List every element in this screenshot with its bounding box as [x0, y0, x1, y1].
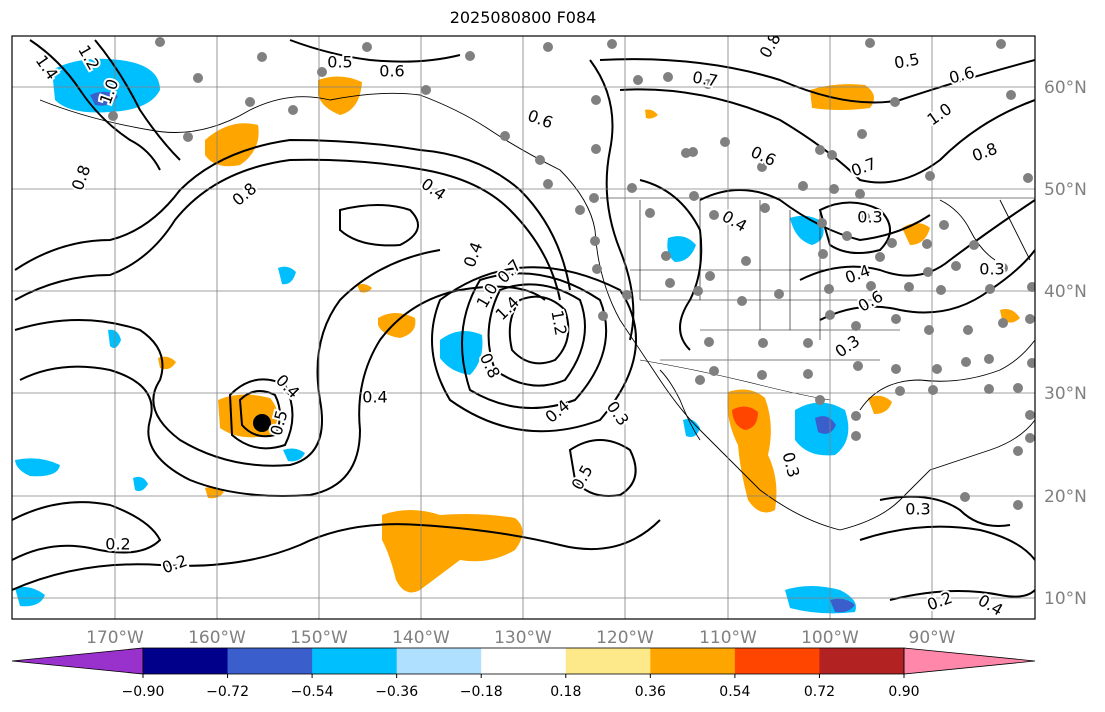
colorbar-tick-label: 0.90	[888, 684, 919, 700]
shade-red-mexico	[732, 406, 758, 430]
colorbar-segment	[650, 648, 736, 674]
lat-label: 10°N	[1044, 589, 1087, 609]
contour-label: 0.7	[691, 67, 719, 90]
colorbar-tick-labels: −0.90 −0.72 −0.54 −0.36 −0.18 0.18 0.36 0.54 0.7…	[122, 674, 920, 700]
colorbar-tick-label: −0.72	[206, 684, 249, 700]
lon-label: 130°W	[494, 628, 552, 648]
colorbar-arrow-low	[11, 647, 144, 675]
contour-label-halo: 0.3	[979, 260, 1004, 279]
contour-lines	[12, 39, 1035, 601]
contour-label-halo: 0.3	[857, 208, 882, 227]
contour-label: 0.3	[857, 208, 882, 227]
colorbar-segment	[227, 648, 313, 674]
shade-orange-east	[902, 223, 930, 245]
lat-label: 40°N	[1044, 282, 1087, 302]
shade-blue-rockies	[667, 236, 696, 262]
colorbar-segment	[481, 648, 567, 674]
map-title: 2025080800 F084	[449, 8, 597, 27]
lat-label: 50°N	[1044, 180, 1087, 200]
colorbar-tick-label: 0.18	[550, 684, 581, 700]
colorbar-tick-label: −0.18	[460, 684, 503, 700]
colorbar-tick-label: −0.36	[375, 684, 418, 700]
colorbar-segment	[143, 648, 229, 674]
colorbar-segment	[734, 648, 820, 674]
colorbar-tick-label: −0.54	[291, 684, 334, 700]
borders	[600, 197, 1035, 401]
lon-label: 150°W	[290, 628, 348, 648]
latitude-labels: 60°N 50°N 40°N 30°N 20°N 10°N	[1044, 78, 1087, 609]
map-background	[12, 36, 1035, 619]
colorbar-segment	[312, 648, 398, 674]
contour-label: 0.2	[105, 535, 130, 554]
colorbar-segment	[396, 648, 482, 674]
contour-label-halo: 0.3	[905, 500, 930, 519]
lon-label: 120°W	[596, 628, 654, 648]
contour-label: 0.6	[379, 62, 404, 81]
lon-label: 140°W	[392, 628, 450, 648]
lon-label: 160°W	[188, 628, 246, 648]
colorbar-segment	[819, 648, 905, 674]
contour-label: 0.3	[905, 500, 930, 519]
shade-darkblue-south-pac	[830, 598, 855, 613]
shade-blue-west-1	[15, 458, 60, 477]
colorbar-segment	[565, 648, 651, 674]
contour-label: 0.4	[362, 388, 387, 407]
contour-label-halo: 0.2	[105, 535, 130, 554]
contour-label-halo: 0.4	[362, 388, 387, 407]
contour-label-halo: 0.6	[379, 62, 404, 81]
shade-orange-gulf	[868, 395, 892, 414]
shade-orange-4	[357, 284, 372, 293]
shade-darkblue-alaska	[90, 91, 118, 106]
shade-blue-small-1	[278, 266, 296, 285]
colorbar-tick-label: −0.90	[122, 684, 165, 700]
lat-label: 30°N	[1044, 384, 1087, 404]
contour-label-halo: 0.5	[327, 53, 352, 72]
station-dots	[108, 37, 1035, 510]
contour-label: 0.5	[893, 49, 921, 72]
contour-label: 0.3	[979, 260, 1004, 279]
shade-blue-west-2	[15, 586, 45, 607]
longitude-labels: 170°W 160°W 150°W 140°W 130°W 120°W 110°W 100°W…	[86, 628, 956, 648]
lon-label: 90°W	[909, 628, 956, 648]
colorbar-arrow-high	[903, 647, 1036, 675]
colorbar-tick-label: 0.72	[804, 684, 835, 700]
lon-label: 110°W	[699, 628, 757, 648]
shade-orange-canada	[810, 84, 874, 110]
colorbar-tick-label: 0.36	[635, 684, 666, 700]
lat-label: 20°N	[1044, 487, 1087, 507]
colorbar	[11, 647, 1036, 675]
shade-blue-hawaii	[283, 448, 305, 462]
contour-label: 0.5	[327, 53, 352, 72]
coastlines	[39, 92, 1035, 531]
graticule	[12, 36, 1035, 619]
shade-blue-alaska	[52, 58, 160, 113]
storm-center-marker	[253, 414, 271, 432]
map-frame	[11, 35, 1036, 620]
shade-orange-west-small	[645, 109, 658, 119]
shade-orange-1	[205, 123, 259, 167]
shade-darkblue-gulf	[815, 416, 836, 434]
shade-blue-west-3	[133, 476, 148, 492]
lon-label: 100°W	[801, 628, 859, 648]
colorbar-outline	[142, 647, 905, 675]
anomaly-shading	[15, 58, 1020, 614]
colorbar-tick-label: 0.54	[719, 684, 750, 700]
shade-orange-2	[318, 76, 362, 115]
contour-label: 1.2	[547, 309, 570, 337]
lon-label: 170°W	[86, 628, 144, 648]
lat-label: 60°N	[1044, 78, 1087, 98]
shade-blue-offshore	[440, 331, 483, 375]
shade-blue-small-2	[108, 329, 121, 348]
